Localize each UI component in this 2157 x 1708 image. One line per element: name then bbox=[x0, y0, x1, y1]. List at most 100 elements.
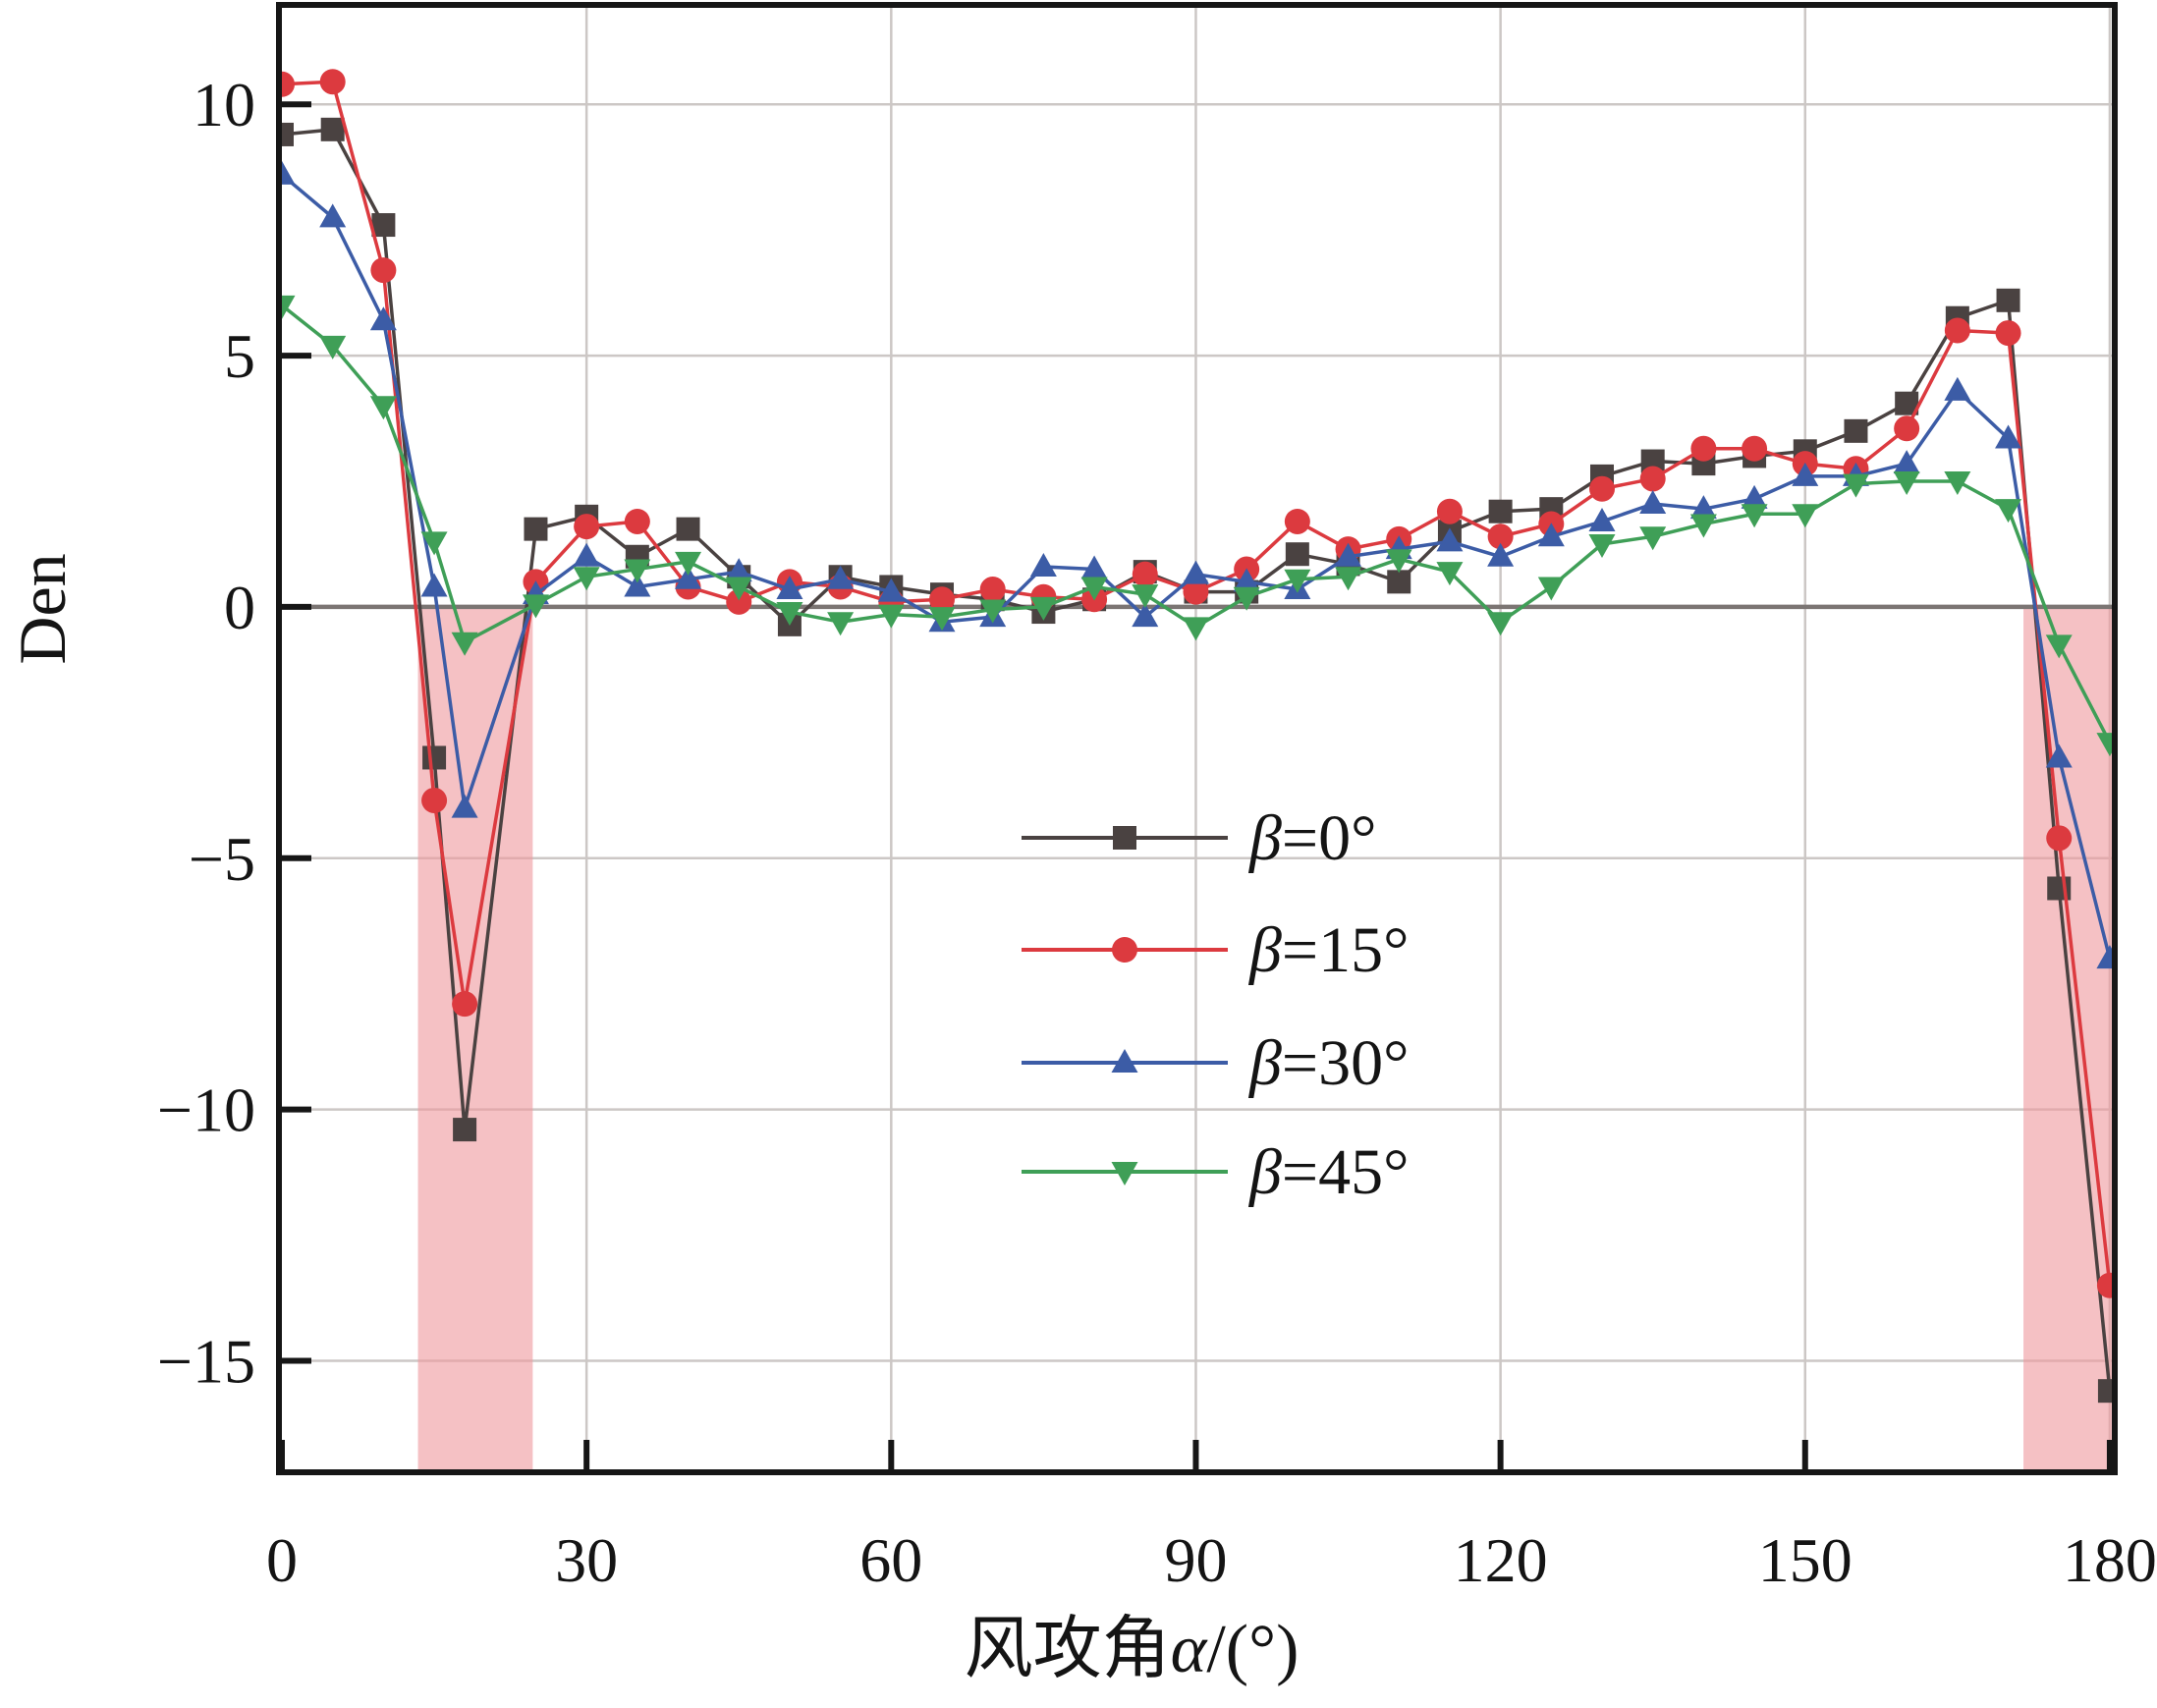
data-point-circle bbox=[452, 991, 478, 1018]
data-point-triangle-up bbox=[675, 565, 702, 589]
data-point-square bbox=[1844, 418, 1868, 443]
data-point-triangle-down bbox=[573, 567, 600, 591]
ticks-layer bbox=[279, 101, 2113, 1469]
data-point-triangle-down bbox=[1842, 473, 1869, 498]
data-point-triangle-down bbox=[1741, 504, 1768, 528]
data-point-triangle-up bbox=[1233, 568, 1260, 592]
data-point-triangle-down bbox=[725, 577, 752, 601]
x-tick-label: 150 bbox=[1758, 1525, 1853, 1595]
data-point-triangle-up bbox=[573, 542, 600, 567]
data-point-triangle-up bbox=[1792, 462, 1819, 486]
data-point-triangle-down bbox=[282, 295, 296, 319]
y-tick-label: −10 bbox=[157, 1075, 255, 1145]
data-point-circle bbox=[1436, 498, 1463, 524]
data-point-triangle-down bbox=[420, 531, 448, 556]
data-point-triangle-up bbox=[2045, 744, 2073, 768]
data-point-square bbox=[453, 1118, 477, 1142]
legend-marker bbox=[1111, 1049, 1138, 1073]
legend-item: β=0° bbox=[1022, 802, 1377, 874]
legend-label: β=45° bbox=[1247, 1136, 1410, 1208]
data-point-circle bbox=[370, 257, 397, 284]
x-axis-title: 风攻角α/(°) bbox=[965, 1612, 1300, 1687]
legend-label: β=30° bbox=[1247, 1027, 1410, 1099]
data-point-triangle-down bbox=[1080, 577, 1108, 601]
data-point-triangle-down bbox=[522, 594, 549, 619]
legend-item: β=30° bbox=[1022, 1027, 1410, 1099]
data-point-triangle-up bbox=[725, 558, 752, 582]
data-point-triangle-down bbox=[1893, 471, 1920, 496]
data-point-triangle-up bbox=[1436, 527, 1464, 552]
data-point-circle bbox=[624, 508, 650, 534]
data-point-triangle-up bbox=[369, 306, 397, 331]
data-point-triangle-down bbox=[1639, 526, 1667, 551]
data-point-triangle-down bbox=[1233, 586, 1260, 611]
legend-label: β=15° bbox=[1247, 914, 1410, 986]
data-point-circle bbox=[726, 588, 752, 615]
data-point-square bbox=[676, 517, 700, 541]
legend-marker bbox=[1112, 937, 1137, 963]
data-point-triangle-up bbox=[1080, 555, 1108, 579]
legend-label: β=0° bbox=[1247, 802, 1377, 874]
data-point-triangle-down bbox=[1689, 514, 1717, 538]
data-point-triangle-up bbox=[1741, 484, 1768, 509]
data-point-square bbox=[524, 517, 548, 541]
data-point-triangle-up bbox=[282, 160, 296, 185]
data-point-circle bbox=[1284, 508, 1310, 534]
data-point-triangle-down bbox=[1284, 569, 1311, 593]
data-point-circle bbox=[319, 69, 346, 95]
tick-labels-layer: 0 30 60 90 120 150 180 −15 −10 −5 0 5 10 bbox=[157, 70, 2157, 1595]
data-point-circle bbox=[1589, 475, 1616, 502]
series-β=30° bbox=[282, 160, 2112, 969]
data-point-triangle-down bbox=[877, 604, 905, 629]
data-point-triangle-up bbox=[1132, 603, 1159, 628]
legend: β=0° β=15° β=30° β=45° bbox=[1022, 802, 1410, 1208]
data-point-triangle-up bbox=[1639, 490, 1667, 515]
data-point-triangle-up bbox=[1893, 450, 1920, 474]
legend-marker bbox=[1113, 826, 1136, 850]
data-point-circle bbox=[282, 71, 295, 97]
data-point-triangle-up bbox=[319, 203, 347, 228]
data-point-triangle-down bbox=[1487, 612, 1515, 636]
data-point-square bbox=[1285, 542, 1309, 567]
data-point-triangle-down bbox=[2096, 733, 2112, 757]
series-β=45° bbox=[282, 295, 2112, 757]
data-point-circle bbox=[1995, 320, 2021, 347]
legend-item: β=15° bbox=[1022, 914, 1410, 986]
data-point-square bbox=[1387, 570, 1411, 594]
data-point-triangle-down bbox=[369, 396, 397, 420]
gridlines-layer bbox=[282, 8, 2112, 1469]
data-point-circle bbox=[1894, 415, 1920, 442]
data-point-triangle-up bbox=[827, 565, 855, 589]
data-point-circle bbox=[2096, 1272, 2112, 1298]
y-tick-label: −5 bbox=[189, 824, 255, 894]
data-point-circle bbox=[1487, 523, 1514, 550]
data-point-square bbox=[422, 745, 447, 770]
y-tick-label: 0 bbox=[224, 573, 255, 642]
data-point-square bbox=[2097, 1379, 2112, 1404]
data-point-circle bbox=[1132, 561, 1158, 587]
data-point-triangle-up bbox=[420, 573, 448, 597]
data-point-square bbox=[371, 213, 396, 238]
data-point-triangle-down bbox=[319, 335, 347, 359]
data-point-triangle-up bbox=[1588, 507, 1616, 531]
data-point-circle bbox=[1183, 579, 1209, 605]
data-point-circle bbox=[2046, 825, 2073, 852]
data-point-triangle-up bbox=[1537, 523, 1565, 547]
data-point-triangle-down bbox=[979, 599, 1007, 624]
data-point-triangle-down bbox=[827, 612, 855, 636]
series-layer bbox=[282, 69, 2112, 1404]
data-point-square bbox=[1488, 499, 1513, 523]
data-point-triangle-down bbox=[1792, 504, 1819, 528]
data-point-triangle-down bbox=[1182, 617, 1209, 641]
excluded-region-right bbox=[2023, 606, 2112, 1469]
data-point-triangle-down bbox=[451, 632, 478, 656]
data-point-triangle-up bbox=[1487, 542, 1515, 567]
data-point-triangle-up bbox=[1182, 560, 1209, 584]
plot-frame-layer bbox=[276, 2, 2118, 1475]
data-point-triangle-down bbox=[776, 602, 803, 627]
data-point-triangle-down bbox=[2045, 634, 2073, 659]
x-tick-label: 90 bbox=[1164, 1525, 1227, 1595]
data-point-triangle-up bbox=[1689, 495, 1717, 520]
y-tick-label: 5 bbox=[224, 321, 255, 391]
